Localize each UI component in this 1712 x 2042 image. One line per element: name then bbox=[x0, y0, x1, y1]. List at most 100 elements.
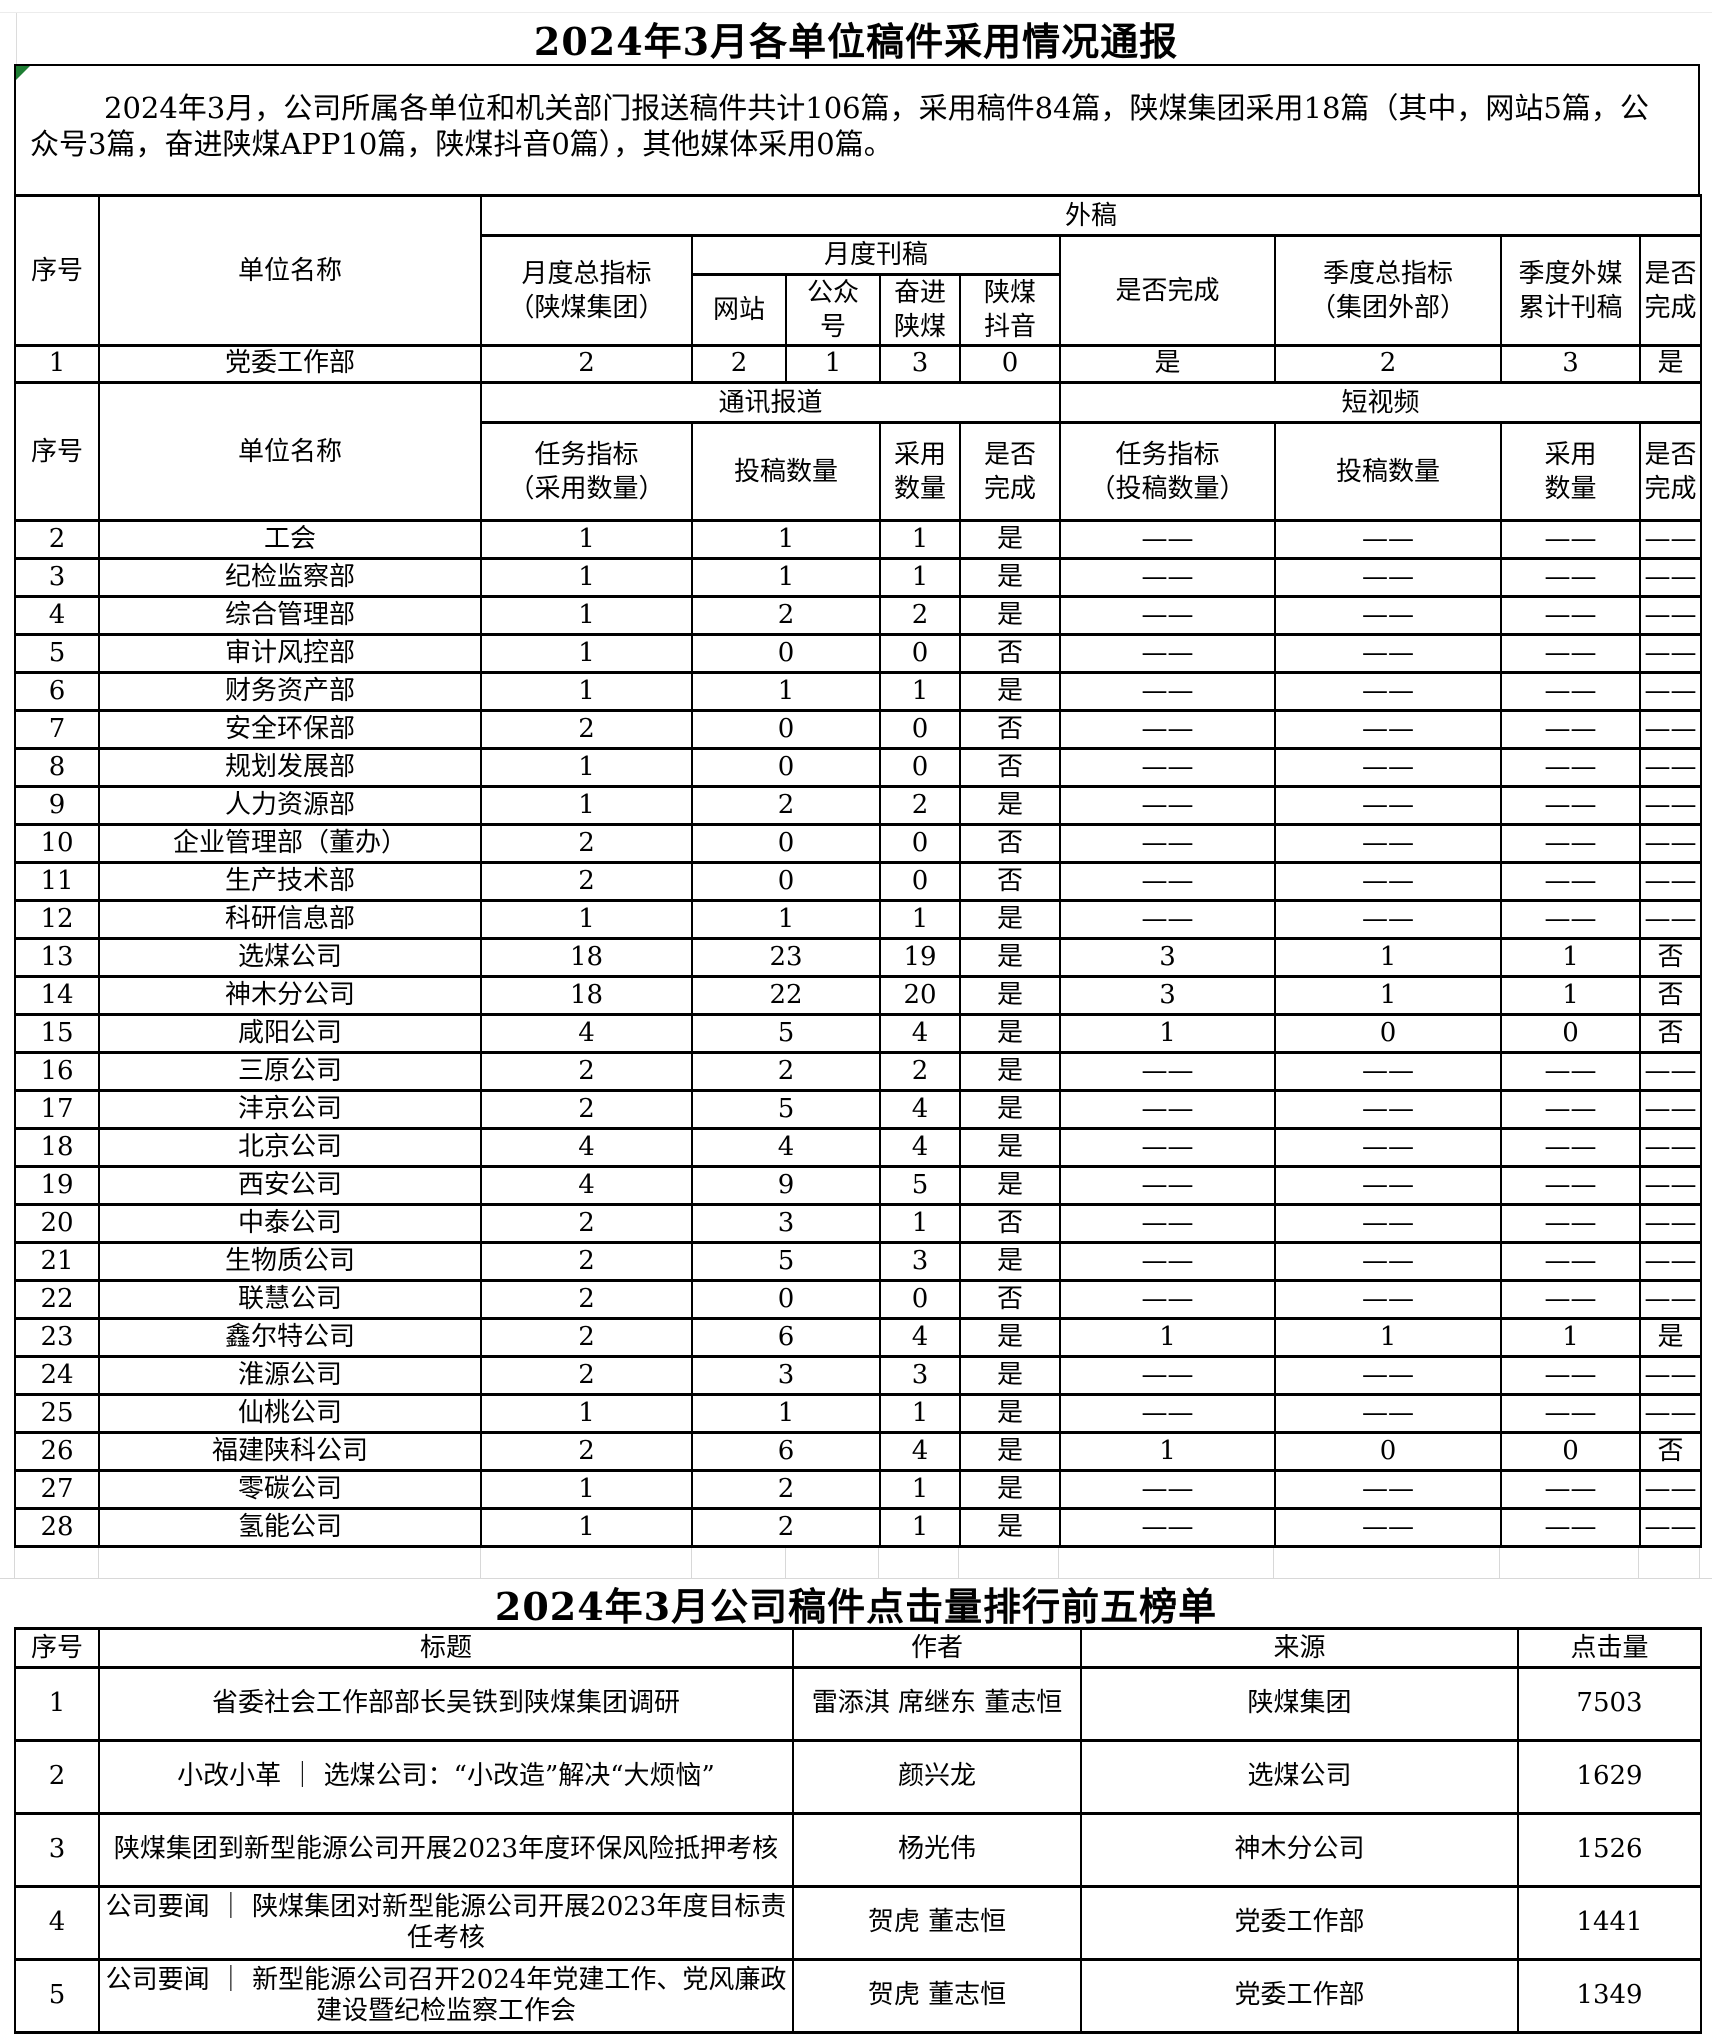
cell-video-adopted: 1 bbox=[1500, 975, 1641, 1016]
cell-video-submitted: 1 bbox=[1274, 975, 1502, 1016]
cell-rank: 1 bbox=[14, 1666, 100, 1742]
cell-video-completed: —— bbox=[1638, 1279, 1703, 1320]
cell-clicks: 1629 bbox=[1517, 1739, 1702, 1815]
cell-completed: 是 bbox=[959, 1013, 1061, 1054]
cell-video-adopted: —— bbox=[1500, 1203, 1641, 1244]
cell-unit-name: 中泰公司 bbox=[98, 1203, 482, 1244]
cell-video-submitted: —— bbox=[1274, 1089, 1502, 1130]
cell-adopted: 0 bbox=[879, 747, 961, 788]
col-header-quarterly-total: 季度总指标 （集团外部） bbox=[1274, 234, 1502, 347]
cell-video-task-indicator: —— bbox=[1059, 519, 1276, 560]
cell-video-task-indicator: —— bbox=[1059, 1241, 1276, 1282]
cell-adopted: 1 bbox=[879, 1507, 961, 1548]
cell-completed: 是 bbox=[1059, 344, 1276, 384]
cell-video-submitted: —— bbox=[1274, 1279, 1502, 1320]
cell-adopted: 0 bbox=[879, 823, 961, 864]
cell-unit-name: 福建陕科公司 bbox=[98, 1431, 482, 1472]
cell-video-completed: —— bbox=[1638, 1203, 1703, 1244]
col-header-task-submit: 任务指标 （投稿数量） bbox=[1059, 421, 1276, 522]
cell-video-task-indicator: 3 bbox=[1059, 937, 1276, 978]
cell-video-adopted: 1 bbox=[1500, 937, 1641, 978]
cell-submitted: 0 bbox=[691, 747, 881, 788]
table-row: 22 联慧公司 2 0 0 否 —— —— —— —— bbox=[14, 1279, 1703, 1320]
cell-completed: 是 bbox=[959, 519, 1061, 560]
col-header-fenjin-app: 奋进 陕煤 bbox=[879, 273, 961, 347]
cell-video-completed: —— bbox=[1638, 1089, 1703, 1130]
cell-video-adopted: —— bbox=[1500, 1469, 1641, 1510]
cell-submitted: 2 bbox=[691, 1051, 881, 1092]
cell-video-submitted: —— bbox=[1274, 595, 1502, 636]
cell-video-submitted: —— bbox=[1274, 1127, 1502, 1168]
cell-video-adopted: —— bbox=[1500, 557, 1641, 598]
col-header-completed: 是否完成 bbox=[1059, 234, 1276, 347]
cell-task-indicator: 4 bbox=[480, 1013, 693, 1054]
cell-submitted: 0 bbox=[691, 1279, 881, 1320]
table-row: 18 北京公司 4 4 4 是 —— —— —— —— bbox=[14, 1127, 1703, 1168]
cell-video-adopted: 1 bbox=[1500, 1317, 1641, 1358]
cell-no: 2 bbox=[14, 519, 100, 560]
cell-unit-name: 纪检监察部 bbox=[98, 557, 482, 598]
cell-completed: 否 bbox=[959, 747, 1061, 788]
cell-submitted: 0 bbox=[691, 823, 881, 864]
cell-source: 党委工作部 bbox=[1080, 1885, 1519, 1961]
cell-task-indicator: 1 bbox=[480, 1469, 693, 1510]
cell-task-indicator: 4 bbox=[480, 1165, 693, 1206]
cell-video-adopted: 0 bbox=[1500, 1013, 1641, 1054]
cell-video-adopted: —— bbox=[1500, 747, 1641, 788]
cell-video-completed: —— bbox=[1638, 1469, 1703, 1510]
cell-completed: 是 bbox=[959, 1431, 1061, 1472]
cell-task-indicator: 18 bbox=[480, 937, 693, 978]
cell-adopted: 5 bbox=[879, 1165, 961, 1206]
cell-submitted: 2 bbox=[691, 1469, 881, 1510]
cell-adopted: 1 bbox=[879, 1469, 961, 1510]
cell-source: 神木分公司 bbox=[1080, 1812, 1519, 1888]
cell-adopted: 3 bbox=[879, 1241, 961, 1282]
cell-unit-name: 淮源公司 bbox=[98, 1355, 482, 1396]
cell-adopted: 4 bbox=[879, 1089, 961, 1130]
cell-video-task-indicator: 1 bbox=[1059, 1013, 1276, 1054]
cell-task-indicator: 1 bbox=[480, 595, 693, 636]
cell-video-submitted: 1 bbox=[1274, 937, 1502, 978]
cell-completed: 是 bbox=[959, 1127, 1061, 1168]
cell-task-indicator: 18 bbox=[480, 975, 693, 1016]
cell-video-submitted: —— bbox=[1274, 1355, 1502, 1396]
cell-submitted: 2 bbox=[691, 785, 881, 826]
table-row: 11 生产技术部 2 0 0 否 —— —— —— —— bbox=[14, 861, 1703, 902]
col-header-douyin: 陕煤 抖音 bbox=[959, 273, 1061, 347]
cell-video-completed: 否 bbox=[1638, 975, 1703, 1016]
cell-article-title: 省委社会工作部部长吴铁到陕煤集团调研 bbox=[98, 1666, 794, 1742]
col-header-external: 外稿 bbox=[479, 194, 1703, 237]
col-header-completed3: 是否 完成 bbox=[959, 421, 1061, 522]
cell-video-completed: —— bbox=[1638, 1393, 1703, 1434]
cell-task-indicator: 1 bbox=[480, 1393, 693, 1434]
cell-video-adopted: —— bbox=[1500, 1279, 1641, 1320]
cell-adopted: 1 bbox=[879, 557, 961, 598]
cell-video-submitted: —— bbox=[1274, 899, 1502, 940]
table-row: 23 鑫尔特公司 2 6 4 是 1 1 1 是 bbox=[14, 1317, 1703, 1358]
cell-completed: 是 bbox=[959, 975, 1061, 1016]
cell-completed: 是 bbox=[959, 671, 1061, 712]
cell-video-adopted: —— bbox=[1500, 823, 1641, 864]
cell-video-task-indicator: —— bbox=[1059, 1507, 1276, 1548]
cell-completed: 否 bbox=[959, 1203, 1061, 1244]
cell-unit-name: 仙桃公司 bbox=[98, 1393, 482, 1434]
cell-video-submitted: —— bbox=[1274, 519, 1502, 560]
cell-video-submitted: —— bbox=[1274, 709, 1502, 750]
cell-no: 4 bbox=[14, 595, 100, 636]
cell-task-indicator: 1 bbox=[480, 519, 693, 560]
rank-col-header-author: 作者 bbox=[792, 1627, 1082, 1669]
table-row: 27 零碳公司 1 2 1 是 —— —— —— —— bbox=[14, 1469, 1703, 1510]
cell-video-completed: —— bbox=[1638, 785, 1703, 826]
cell-video-task-indicator: 1 bbox=[1059, 1317, 1276, 1358]
cell-task-indicator: 1 bbox=[480, 671, 693, 712]
cell-video-adopted: —— bbox=[1500, 595, 1641, 636]
table-row: 26 福建陕科公司 2 6 4 是 1 0 0 否 bbox=[14, 1431, 1703, 1472]
cell-submitted: 0 bbox=[691, 633, 881, 674]
table-row: 10 企业管理部（董办） 2 0 0 否 —— —— —— —— bbox=[14, 823, 1703, 864]
cell-task-indicator: 2 bbox=[480, 861, 693, 902]
cell-completed: 是 bbox=[959, 899, 1061, 940]
cell-no: 7 bbox=[14, 709, 100, 750]
table-row: 6 财务资产部 1 1 1 是 —— —— —— —— bbox=[14, 671, 1703, 712]
cell-monthly-total: 2 bbox=[480, 344, 693, 384]
cell-unit-name: 工会 bbox=[98, 519, 482, 560]
